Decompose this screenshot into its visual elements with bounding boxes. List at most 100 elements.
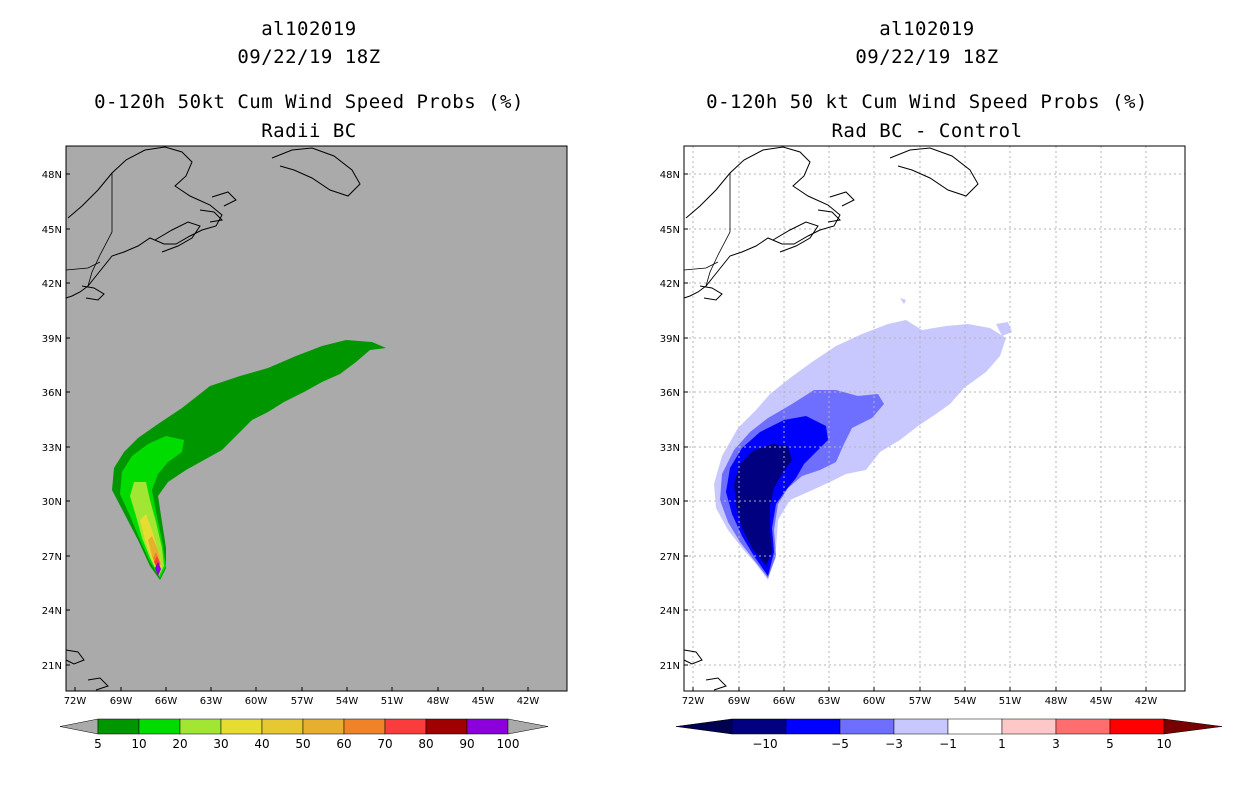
lat-tick-label: 24N (660, 606, 680, 617)
lon-tick-label: 72W (64, 696, 87, 707)
colorbar-swatch (893, 718, 949, 735)
lat-tick-label: 42N (660, 279, 680, 290)
state-border (683, 261, 719, 271)
coastline (81, 285, 105, 301)
right-panel: al102019 09/22/19 18Z 0-120h 50 kt Cum W… (618, 0, 1236, 800)
colorbar-swatch (425, 718, 468, 735)
colorbar-label: 60 (336, 737, 351, 751)
lat-tick-label: 42N (42, 279, 62, 290)
lat-tick-label: 39N (660, 334, 680, 345)
colorbar-swatch (839, 718, 895, 735)
lon-tick-label: 72W (682, 696, 705, 707)
lat-tick-label: 30N (42, 497, 62, 508)
colorbar-label: −1 (939, 737, 957, 751)
colorbar-label: 80 (418, 737, 433, 751)
colorbar-label: 5 (94, 737, 102, 751)
colorbar-label: 10 (131, 737, 146, 751)
colorbar-swatch (466, 718, 509, 735)
lon-tick-label: 63W (818, 696, 841, 707)
coastline (211, 191, 237, 207)
island-outline (87, 677, 109, 691)
colorbar-swatch (179, 718, 222, 735)
coastline (199, 209, 224, 223)
coastline (889, 147, 979, 197)
lat-tick-label: 45N (42, 225, 62, 236)
colorbar-end-right (507, 718, 549, 735)
map-frame (65, 145, 568, 692)
lon-tick-label: 63W (200, 696, 223, 707)
colorbar-swatch (138, 718, 181, 735)
lon-tick-label: 66W (155, 696, 178, 707)
difference-contour (900, 298, 906, 304)
coastline (772, 221, 819, 253)
colorbar-swatch (261, 718, 304, 735)
colorbar-label: 90 (459, 737, 474, 751)
lon-tick-label: 45W (1090, 696, 1113, 707)
colorbar-swatch (97, 718, 140, 735)
colorbar-swatch (1109, 718, 1165, 735)
colorbar-label: 30 (213, 737, 228, 751)
colorbar-end-left (59, 718, 99, 735)
lon-tick-label: 66W (773, 696, 796, 707)
lon-tick-label: 60W (863, 696, 886, 707)
colorbar-label: 70 (377, 737, 392, 751)
colorbar-swatch (343, 718, 386, 735)
island-outline (65, 649, 85, 665)
lat-tick-label: 48N (42, 170, 62, 181)
lon-tick-label: 57W (291, 696, 314, 707)
lon-tick-label: 60W (245, 696, 268, 707)
state-border (65, 261, 101, 271)
coastline (683, 146, 841, 299)
lat-tick-label: 36N (42, 388, 62, 399)
datetime: 09/22/19 18Z (855, 46, 999, 68)
lat-tick-label: 27N (42, 552, 62, 563)
lon-tick-label: 69W (728, 696, 751, 707)
lon-tick-label: 69W (110, 696, 133, 707)
lat-tick-label: 21N (660, 661, 680, 672)
colorbar-label: −3 (885, 737, 903, 751)
colorbar-label: 50 (295, 737, 310, 751)
map-subtitle: Radii BC (261, 120, 357, 142)
datetime: 09/22/19 18Z (237, 46, 381, 68)
lat-tick-label: 21N (42, 661, 62, 672)
colorbar-swatch (731, 718, 787, 735)
coastline (699, 285, 723, 301)
coastline (817, 209, 842, 223)
colorbar-label: 10 (1156, 737, 1171, 751)
lat-tick-label: 33N (660, 443, 680, 454)
colorbar-label: 5 (1106, 737, 1114, 751)
colorbar-label: 3 (1052, 737, 1060, 751)
map-background (66, 146, 567, 691)
lon-tick-label: 42W (517, 696, 540, 707)
colorbar-swatch (384, 718, 427, 735)
colorbar-label: 1 (998, 737, 1006, 751)
colorbar-swatch (947, 718, 1003, 735)
colorbar-end-left (675, 718, 733, 735)
colorbar-label: −10 (752, 737, 777, 751)
island-outline (705, 677, 727, 691)
colorbar-label: 100 (497, 737, 520, 751)
lat-tick-label: 45N (660, 225, 680, 236)
lon-tick-label: 57W (909, 696, 932, 707)
lon-tick-label: 45W (472, 696, 495, 707)
state-border (87, 173, 113, 287)
colorbar-swatch (1055, 718, 1111, 735)
lat-tick-label: 24N (42, 606, 62, 617)
lon-tick-label: 48W (427, 696, 450, 707)
left-panel: al102019 09/22/19 18Z 0-120h 50kt Cum Wi… (42, 18, 568, 751)
coastline (65, 146, 223, 299)
colorbar-swatch (220, 718, 263, 735)
lat-tick-label: 36N (660, 388, 680, 399)
colorbar-swatch (302, 718, 345, 735)
map-subtitle: Rad BC - Control (831, 120, 1023, 142)
colorbar-label: 20 (172, 737, 187, 751)
difference-contour (714, 320, 1006, 580)
map-title: 0-120h 50kt Cum Wind Speed Probs (%) (94, 91, 524, 113)
coastline (271, 147, 361, 197)
lon-tick-label: 42W (1135, 696, 1158, 707)
lon-tick-label: 54W (336, 696, 359, 707)
coastline (154, 221, 201, 253)
lon-tick-label: 51W (999, 696, 1022, 707)
lon-tick-label: 54W (954, 696, 977, 707)
lat-tick-label: 27N (660, 552, 680, 563)
